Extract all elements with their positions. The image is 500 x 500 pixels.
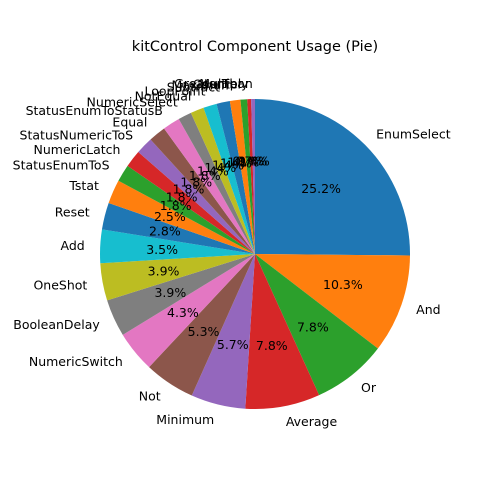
- slice-percent-reset: 2.8%: [149, 224, 181, 239]
- pie-slice-notequal: [190, 107, 255, 254]
- slice-percent-numericlatch: 1.8%: [166, 189, 198, 204]
- pie-slice-reset: [101, 202, 255, 254]
- slice-label-multiply: Multiply: [199, 76, 249, 91]
- pie-percent-labels: 25.2% 10.3% 7.8% 7.8% 5.7%5.3% 4.3% 3.9% 3.9% 3.…: [146, 154, 363, 353]
- slice-label-not: Not: [139, 389, 161, 404]
- pie-slice-add: [100, 229, 256, 264]
- chart-title: kitControl Component Usage (Pie): [132, 39, 378, 55]
- pie-labels: EnumSelect And Or Average Minimum Not NumericS…: [13, 76, 451, 429]
- pie-slice-statusenumtos: [118, 165, 255, 254]
- slice-label-equal: Equal: [112, 114, 147, 129]
- slice-percent-or: 7.8%: [297, 319, 329, 334]
- slice-label-add: Add: [61, 238, 85, 253]
- slice-percent-counter: 0.7%: [232, 154, 264, 169]
- pie-slice-numericselect: [178, 112, 255, 255]
- slice-percent-equal: 1.8%: [180, 174, 212, 189]
- slice-label-oneshot: OneShot: [33, 277, 87, 292]
- slice-percent-maximum: 1.1%: [227, 154, 259, 169]
- slice-label-counter: Counter: [193, 76, 244, 91]
- slice-percent-booleandelay: 3.9%: [154, 285, 186, 300]
- pie-slice-counter: [240, 99, 255, 254]
- slice-label-statusenumtos: StatusEnumToS: [13, 158, 110, 173]
- pie-slice-statusenumtostatusb: [164, 119, 255, 254]
- pie-slice-subtract: [216, 101, 255, 254]
- slice-percent-numericswitch: 4.3%: [167, 305, 199, 320]
- pie-slice-minimum: [191, 254, 255, 409]
- slice-label-numericlatch: NumericLatch: [34, 142, 121, 157]
- slice-percent-numericselect: 1.4%: [197, 164, 229, 179]
- slice-label-subtract: Subtract: [167, 80, 220, 95]
- pie-slice-statusnumerictos: [138, 139, 255, 254]
- slice-percent-oneshot: 3.9%: [148, 263, 180, 278]
- slice-percent-statusenumtos: 1.8%: [160, 198, 192, 213]
- pie-slice-oneshot: [100, 254, 255, 301]
- slice-percent-add: 3.5%: [146, 242, 178, 257]
- slice-percent-enumselect: 25.2%: [301, 181, 341, 196]
- slice-label-or: Or: [361, 380, 377, 395]
- pie-slice-enumselect: [255, 99, 410, 256]
- slice-label-notequal: NotEqual: [135, 88, 192, 103]
- pie-slice-multiply: [247, 99, 255, 254]
- slice-percent-subtract: 1.4%: [220, 155, 252, 170]
- pie-slice-looppoint: [203, 103, 255, 255]
- pie-slice-numericlatch: [127, 152, 255, 254]
- pie-slice-or: [255, 254, 378, 396]
- pie-slice-tstat: [108, 180, 255, 254]
- slice-percent-notequal: 1.4%: [204, 160, 236, 175]
- slice-label-reset: Reset: [55, 205, 90, 220]
- pie-slice-equal: [150, 128, 255, 254]
- pie-slice-numericswitch: [122, 254, 255, 368]
- pie-slice-not: [149, 254, 255, 396]
- slice-label-tstat: Tstat: [68, 178, 99, 193]
- slice-label-and: And: [416, 302, 440, 317]
- slice-percent-greaterthan: 0.4%: [238, 154, 270, 169]
- slice-label-minimum: Minimum: [156, 412, 214, 427]
- slice-percent-not: 5.3%: [188, 324, 220, 339]
- slice-label-statusenumtostatusb: StatusEnumToStatusB: [26, 103, 163, 118]
- slice-label-booleandelay: BooleanDelay: [13, 317, 100, 332]
- pie-slice-maximum: [229, 99, 255, 255]
- slice-label-numericswitch: NumericSwitch: [29, 354, 123, 369]
- slice-label-looppoint: LoopPoint: [144, 83, 205, 98]
- pie-slice-average: [245, 254, 320, 410]
- pie-slices: [100, 99, 410, 410]
- slice-percent-average: 7.8%: [256, 338, 288, 353]
- slice-label-enumselect: EnumSelect: [376, 127, 451, 142]
- slice-percent-and: 10.3%: [323, 277, 363, 292]
- slice-label-maximum: Maximum: [172, 77, 234, 92]
- slice-percent-minimum: 5.7%: [217, 337, 249, 352]
- slice-percent-tstat: 2.5%: [154, 209, 186, 224]
- slice-percent-statusnumerictos: 1.8%: [173, 181, 205, 196]
- slice-label-statusnumerictos: StatusNumericToS: [20, 127, 134, 142]
- slice-label-greaterthan: GreaterThan: [174, 76, 253, 91]
- slice-percent-looppoint: 1.4%: [212, 158, 244, 173]
- pie-slice-booleandelay: [107, 254, 256, 335]
- slice-percent-statusenumtostatusb: 1.8%: [189, 168, 221, 183]
- slice-percent-multiply: 0.4%: [236, 154, 268, 169]
- slice-label-average: Average: [286, 414, 338, 429]
- pie-slice-greaterthan: [251, 99, 255, 254]
- pie-slice-and: [255, 254, 410, 349]
- slice-label-numericselect: NumericSelect: [87, 95, 178, 110]
